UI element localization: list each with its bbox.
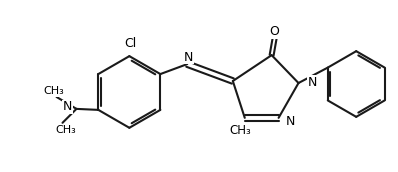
Text: Cl: Cl [124, 37, 137, 50]
Text: CH₃: CH₃ [55, 125, 76, 135]
Text: N: N [63, 100, 72, 113]
Text: N: N [183, 51, 193, 64]
Text: CH₃: CH₃ [43, 86, 64, 96]
Text: N: N [307, 76, 317, 89]
Text: N: N [285, 115, 295, 128]
Text: O: O [270, 25, 279, 38]
Text: CH₃: CH₃ [229, 124, 251, 137]
